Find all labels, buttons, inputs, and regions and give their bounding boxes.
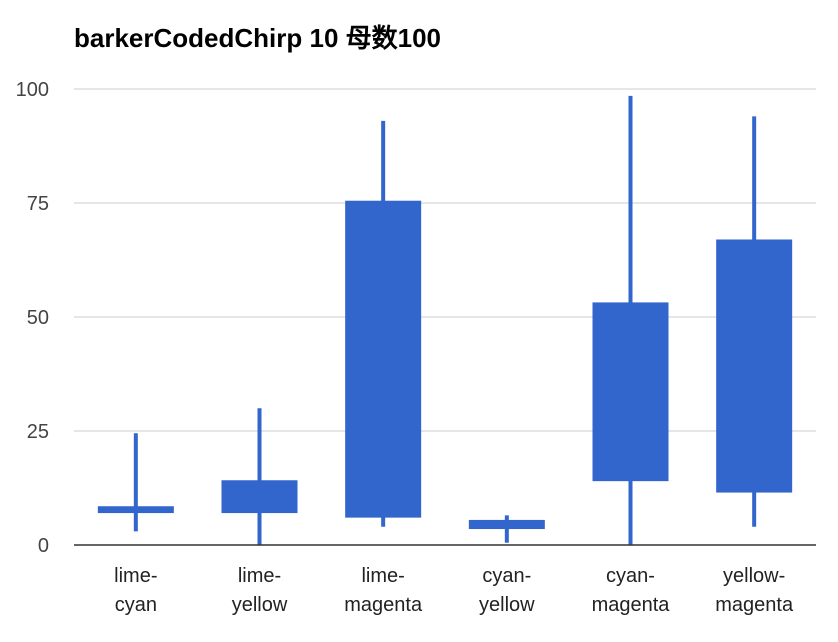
candlestick-series — [97, 95, 793, 545]
y-axis-tick-labels: 0 25 50 75 100 — [16, 79, 49, 557]
candlestick — [221, 408, 298, 545]
candlestick — [345, 120, 422, 527]
x-category-label-line: lime- — [114, 565, 157, 587]
y-tick-label: 100 — [16, 79, 49, 101]
gridlines — [74, 88, 816, 432]
candlestick-body — [97, 506, 174, 514]
candlestick-body — [468, 519, 545, 530]
candlestick-body — [221, 480, 298, 514]
x-category-label: cyan-yellow — [479, 565, 535, 616]
candlestick-body — [345, 200, 422, 518]
x-category-label-line: yellow- — [723, 565, 785, 587]
x-category-label-line: lime- — [361, 565, 404, 587]
candlestick — [468, 515, 545, 543]
x-category-label-line: yellow — [479, 594, 535, 616]
x-category-label: yellow-magenta — [715, 565, 794, 616]
y-tick-label: 25 — [27, 421, 49, 443]
x-category-label-line: magenta — [715, 594, 794, 616]
x-category-label-line: cyan- — [606, 565, 655, 587]
x-category-label-line: cyan — [115, 594, 157, 616]
candlestick — [592, 95, 669, 545]
candlestick-body — [716, 239, 793, 493]
x-category-label: cyan-magenta — [592, 565, 671, 616]
x-category-label-line: yellow — [232, 594, 288, 616]
candlestick — [716, 116, 793, 527]
x-category-label: lime-cyan — [114, 565, 157, 616]
x-axis-category-labels: lime-cyanlime-yellowlime-magentacyan-yel… — [114, 565, 794, 616]
candlestick-body — [592, 302, 669, 482]
x-category-label-line: magenta — [344, 594, 423, 616]
y-tick-label: 75 — [27, 193, 49, 215]
x-category-label-line: lime- — [238, 565, 281, 587]
y-tick-label: 50 — [27, 307, 49, 329]
candlestick — [97, 433, 174, 532]
x-category-label: lime-magenta — [344, 565, 423, 616]
x-category-label-line: magenta — [592, 594, 671, 616]
x-category-label-line: cyan- — [482, 565, 531, 587]
y-tick-label: 0 — [38, 535, 49, 557]
chart-title: barkerCodedChirp 10 母数100 — [74, 23, 442, 53]
x-category-label: lime-yellow — [232, 565, 288, 616]
